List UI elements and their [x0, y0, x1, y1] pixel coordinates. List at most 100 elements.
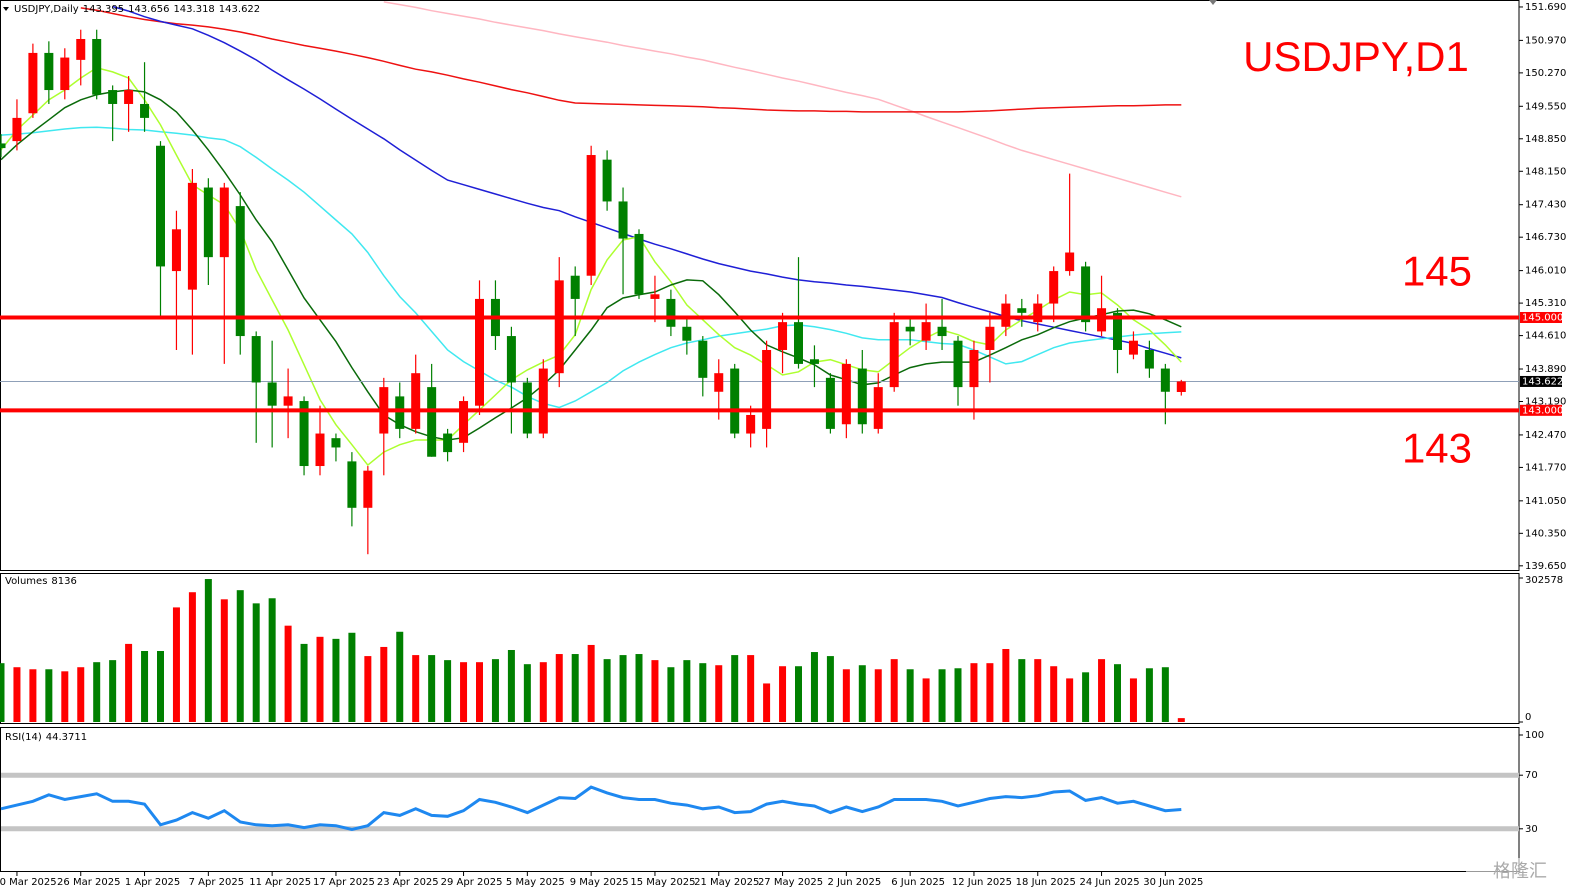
candle-body [0, 143, 6, 149]
volume-bar [316, 636, 324, 722]
volume-bar [172, 607, 180, 722]
y-tick-label: 143.890 [1525, 364, 1566, 375]
volume-bar [779, 666, 787, 722]
candle-body [1128, 340, 1138, 355]
y-tick-label: 149.550 [1525, 101, 1566, 112]
y-tick-label: 140.350 [1525, 528, 1566, 539]
level-price-label: 145.000 [1522, 312, 1563, 323]
candle-body [538, 368, 548, 434]
candle-body [634, 233, 644, 295]
volume-bar [77, 667, 85, 722]
volume-bar [747, 655, 755, 722]
volume-bar [555, 654, 563, 722]
volume-bar [252, 603, 260, 722]
volume-bar [428, 655, 436, 722]
candle-body [251, 336, 261, 383]
candle-body [411, 373, 421, 429]
x-tick-label: 23 Apr 2025 [377, 877, 439, 888]
volume-bar [970, 663, 978, 722]
candle-body [443, 433, 453, 453]
price-header: USDJPY,Daily 143.395 143.656 143.318 143.622 [14, 4, 260, 15]
rsi-title: RSI(14) [5, 732, 42, 743]
candle-body [363, 470, 373, 508]
volume-bar [571, 654, 579, 722]
volume-bar [587, 644, 595, 722]
candle-body [92, 38, 102, 95]
volume-bar [13, 667, 21, 722]
volume-header: Volumes 8136 [5, 576, 77, 587]
x-tick-label: 2 Jun 2025 [827, 877, 881, 888]
candle-body [219, 187, 229, 258]
volume-bar [922, 678, 930, 722]
candle-body [969, 349, 979, 388]
volume-bar [364, 656, 372, 722]
price-panel-frame [0, 0, 1520, 571]
volume-bar [1145, 668, 1153, 722]
rsi-last: 44.3711 [46, 732, 87, 743]
y-tick-label: 150.270 [1525, 68, 1566, 79]
volume-bar [890, 659, 898, 722]
header-high: 143.656 [128, 4, 169, 15]
volume-bar [0, 663, 5, 722]
header-close: 143.622 [219, 4, 260, 15]
current-price-label: 143.622 [1522, 376, 1563, 387]
candle-body [1176, 381, 1186, 392]
volume-bar [284, 625, 292, 722]
rsi-tick-label: 100 [1525, 730, 1544, 741]
volume-bar [954, 668, 962, 722]
volume-bar [268, 598, 276, 722]
candle-body [28, 52, 38, 114]
volume-last: 8136 [51, 576, 76, 587]
candle-body [299, 401, 309, 467]
volume-bar [1018, 659, 1026, 722]
volume-bar [109, 660, 117, 722]
volume-tick-label: 0 [1525, 712, 1531, 723]
x-tick-label: 30 Jun 2025 [1143, 877, 1203, 888]
volume-bar [874, 669, 882, 722]
y-tick-label: 150.970 [1525, 35, 1566, 46]
candle-body [235, 206, 245, 337]
y-tick-label: 139.650 [1525, 561, 1566, 572]
volume-bar [651, 660, 659, 722]
candle-body [570, 275, 580, 299]
x-tick-label: 9 May 2025 [570, 877, 629, 888]
candle-body [347, 461, 357, 508]
candle-body [698, 340, 708, 378]
volume-bar [1161, 667, 1169, 722]
candle-body [459, 401, 469, 443]
watermark-bg [1466, 858, 1566, 888]
x-tick-label: 7 Apr 2025 [189, 877, 244, 888]
y-tick-label: 141.770 [1525, 462, 1566, 473]
candle-body [203, 187, 213, 258]
candle-body [1144, 349, 1154, 369]
y-tick-label: 148.850 [1525, 134, 1566, 145]
candle-body [889, 322, 899, 388]
candle-body [985, 326, 995, 350]
candle-body [809, 359, 819, 364]
candle-body [506, 336, 516, 383]
candle-body [841, 363, 851, 425]
volume-bar [986, 663, 994, 722]
volume-bar [188, 592, 196, 722]
chart-title: USDJPY,D1 [1243, 33, 1469, 80]
candle-body [650, 294, 660, 299]
volume-bar [45, 669, 53, 722]
current-price-box [1520, 375, 1562, 387]
candle-body [475, 298, 484, 406]
candle-body [522, 382, 532, 434]
candle-body [315, 433, 325, 467]
rsi-tick-label: 30 [1525, 824, 1538, 835]
candle-body [714, 373, 724, 392]
y-tick-label: 148.150 [1525, 166, 1566, 177]
candle-body [825, 377, 835, 429]
volume-bar [1098, 659, 1106, 722]
menu-arrow [3, 7, 9, 11]
volume-bar [348, 632, 356, 722]
y-tick-label: 145.310 [1525, 298, 1566, 309]
volume-bar [300, 643, 308, 722]
x-tick-label: 12 Jun 2025 [952, 877, 1012, 888]
candle-body [171, 229, 181, 272]
candle-body [60, 57, 70, 91]
level-price-box [1520, 404, 1562, 416]
x-tick-label: 6 Jun 2025 [891, 877, 945, 888]
